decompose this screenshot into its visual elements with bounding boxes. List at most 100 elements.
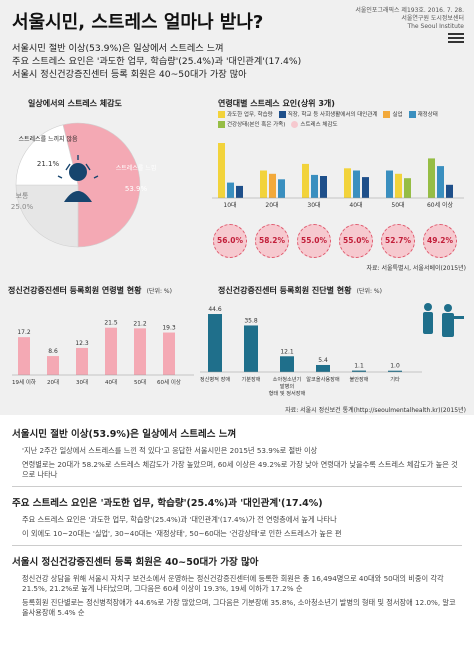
factor-bar [320,176,327,198]
legend-item: 재정상태 [408,110,438,118]
legend-swatch [278,111,286,118]
factor-bar [395,173,402,198]
age-bar [47,356,59,375]
page-title: 서울시민, 스트레스 얼마나 받나? [12,12,264,33]
age-bar [105,327,117,375]
detail-text: '지난 2주간 일상에서 스트레스를 느낀 적 있다'고 응답한 서울시민은 2… [22,446,318,455]
summary-line: 서울시 정신건강증진센터 등록 회원은 40~50대가 가장 많아 [12,69,247,80]
legend-item: 직장, 학교 등 사회생활에서의 대인관계 [278,110,377,118]
age-bar-value: 19.3 [162,325,176,332]
age-bar-value: 12.3 [75,340,89,347]
age-group-label: 60세 이상 [427,201,454,209]
legend-swatch [383,111,391,118]
age-bar-label: 20대 [47,378,59,386]
pie-slice [15,124,79,186]
diagnosis-bar [244,325,258,372]
pie-section-title: 일상에서의 스트레스 체감도 [28,99,122,108]
detail-section: 서울시민 절반 이상(53.9%)은 일상에서 스트레스 느껴 '지난 2주간 … [12,418,462,622]
age-section-title: 연령대별 스트레스 요인(상위 3개) [218,99,335,108]
legend-swatch [291,121,299,128]
legend-swatch [218,121,225,128]
age-legend: 과도한 업무, 학습량 직장, 학교 등 사회생활에서의 대인관계 실업 재정상… [218,110,468,128]
age-bar [76,347,88,375]
stressed-person-icon [57,155,99,202]
factor-bar [269,173,276,198]
diagnosis-bar-label: 불안장애 [349,375,368,383]
stress-level-circle: 58.2% [255,224,289,258]
stress-level-circle: 56.0% [213,224,247,258]
reg-diag-source: 자료: 서울시 정신보건 통계(http://seoulmentalhealth… [285,407,466,414]
reg-age-title: 정신건강증진센터 등록회원 연령별 현황 [8,286,142,295]
detail-text: 이 외에도 10~20대는 '실업', 30~40대는 '재정상태', 50~6… [22,529,342,538]
diagnosis-bar-label: 발병의 [280,382,295,390]
stress-level-circle: 55.0% [297,224,331,258]
age-group-label: 10대 [223,201,236,209]
factor-bar [218,143,225,198]
factor-bar [227,182,234,198]
divider [12,545,462,546]
reg-age-chart: 17.2 19세 이하 8.6 20대 12.3 30대 21.5 40대 21.2 50대 19.… [12,320,194,386]
detail-text: 정신건강 상담을 위해 서울시 자치구 보건소에서 운영하는 정신건강증진센터에… [22,574,444,593]
factor-bar [260,170,267,198]
age-group-label: 20대 [265,201,278,209]
age-source: 자료: 서울특별시, 서울서베이(2015년) [366,265,466,272]
detail-text: 등록회원 진단별로는 정신병적장애가 44.6%로 가장 많았으며, 그다음은 … [22,598,456,617]
age-bar-value: 8.6 [48,348,58,355]
diagnosis-bar [280,356,294,372]
pie-value-normal: 25.0% [11,203,34,211]
divider [12,486,462,487]
factor-bar [428,158,435,198]
org-name-en: The Seoul Institute [407,23,464,30]
legend-swatch [408,111,416,118]
summary-list: 서울시민 절반 이상(53.9%)은 일상에서 스트레스 느껴 주요 스트레스 … [12,42,301,81]
age-bar-label: 40대 [105,378,117,386]
age-bar-value: 21.2 [133,320,147,327]
detail-text: 주요 스트레스 요인은 '과도한 업무, 학습량'(25.4%)과 '대인관계'… [22,515,337,524]
factor-bar [404,178,411,198]
pie-value-stressed: 53.9% [125,185,148,193]
factor-bar [236,185,243,198]
factor-bar [311,174,318,198]
age-group-label: 30대 [307,201,320,209]
stress-circles: 56.0% 58.2% 55.0% 55.0% 52.7% 49.2% [206,224,468,264]
diagnosis-bar-label: 형태 및 정서장애 [269,389,306,397]
age-factors-chart: 10대 20대 30대 40대 50대 60세 이상 [212,143,464,209]
factor-bar [278,179,285,198]
diagnosis-bar-value: 5.4 [318,357,328,364]
diagnosis-bar [352,370,366,372]
detail-block: 주요 스트레스 요인은 '과도한 업무, 학습량'(25.4%)과 '대인관계'… [12,495,462,546]
pie-label-stressed: 스트레스를 느낌 [116,164,157,172]
detail-heading: 서울시민 절반 이상(53.9%)은 일상에서 스트레스 느껴 [12,429,237,440]
pie-slice [15,184,79,248]
diagnosis-bar-label: 정신병적 장애 [200,375,231,383]
reg-age-header: 정신건강증진센터 등록회원 연령별 현황 (단위: %) [8,278,172,297]
detail-heading: 주요 스트레스 요인은 '과도한 업무, 학습량'(25.4%)과 '대인관계'… [12,498,323,509]
legend-item: 과도한 업무, 학습량 [218,110,273,118]
diagnosis-bar-label: 알코올사용장애 [306,375,340,383]
age-bar-label: 50대 [134,378,146,386]
detail-heading: 서울시 정신건강증진센터 등록 회원은 40~50대가 가장 많아 [12,557,259,568]
age-bar-label: 19세 이하 [12,378,36,386]
factor-bar [386,170,393,198]
detail-text: 연령별로는 20대가 58.2%로 스트레스 체감도가 가장 높았으며, 60세… [22,460,458,479]
diagnosis-bar-label: 소아청소년기 [273,375,302,383]
age-bar [134,328,146,375]
factor-bar [344,168,351,198]
age-bar-value: 21.5 [104,320,118,327]
age-group-label: 50대 [391,201,404,209]
diagnosis-bar [316,364,330,372]
pie-label-normal: 보통 [16,192,29,200]
pie-label-not-stressed: 스트레스를 느끼지 않음 [18,135,77,143]
legend-item: 스트레스 체감도 [291,120,338,128]
reg-age-unit: (단위: %) [146,288,172,295]
legend-item: 실업 [383,110,403,118]
stress-pie-chart: 스트레스를 느끼지 않음 21.1% 보통 25.0% 스트레스를 느낌 53.… [11,122,157,248]
reg-diag-unit: (단위: %) [356,288,382,295]
hospital-patient-icon [423,303,464,337]
diagnosis-bar [208,314,222,372]
diagnosis-bar-value: 44.6 [208,306,222,313]
org-name-kr: 서울연구원 도시정보센터 [401,15,464,22]
factor-bar [362,177,369,198]
age-group-label: 40대 [349,201,362,209]
legend-item: 건강상태(본인 혹은 가족) [218,120,285,128]
